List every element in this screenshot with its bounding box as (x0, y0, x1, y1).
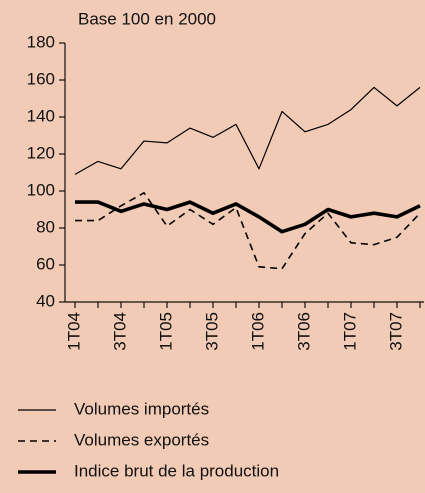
y-tick-label: 40 (36, 291, 55, 310)
legend-label: Indice brut de la production (74, 461, 279, 480)
y-tick-label: 160 (27, 69, 55, 88)
x-tick-label: 3T07 (386, 312, 405, 351)
x-tick-label: 1T05 (156, 312, 175, 351)
y-tick-label: 60 (36, 254, 55, 273)
x-tick-label: 3T04 (110, 312, 129, 351)
legend-label: Volumes importés (74, 399, 209, 418)
series-line (74, 86, 421, 175)
series-line (75, 192, 421, 270)
x-tick-label: 3T06 (294, 312, 313, 351)
x-tick-label: 1T04 (64, 312, 83, 351)
y-tick-label: 140 (27, 106, 55, 125)
legend-label: Volumes exportés (74, 430, 209, 449)
y-axis-label: Base 100 en 2000 (78, 9, 216, 28)
x-tick-label: 1T06 (248, 312, 267, 351)
y-tick-label: 120 (27, 143, 55, 162)
y-tick-label: 80 (36, 217, 55, 236)
y-tick-label: 180 (27, 32, 55, 51)
x-tick-label: 3T05 (202, 312, 221, 351)
x-tick-label: 1T07 (340, 312, 359, 351)
y-tick-label: 100 (27, 180, 55, 199)
series-line (75, 200, 421, 234)
